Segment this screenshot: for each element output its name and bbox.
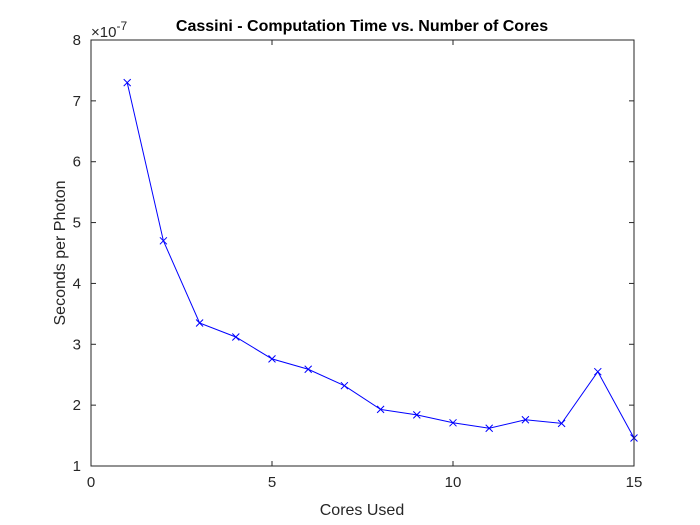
y-axis-label: Seconds per Photon bbox=[52, 181, 69, 326]
data-point-marker bbox=[123, 78, 132, 87]
y-axis-exponent: ×10-7 bbox=[91, 19, 127, 41]
data-point-marker bbox=[304, 365, 313, 374]
y-tick-label: 4 bbox=[73, 275, 81, 292]
data-point-marker bbox=[231, 333, 240, 341]
x-axis-ticks: 0 5 10 15 bbox=[87, 40, 643, 491]
y-exponent-base: ×10 bbox=[91, 24, 116, 41]
data-point-marker bbox=[593, 367, 602, 376]
axes-box bbox=[90, 39, 635, 467]
data-point-marker bbox=[412, 411, 421, 419]
y-exponent-power: -7 bbox=[116, 19, 127, 33]
y-tick-label: 7 bbox=[73, 93, 81, 110]
data-point-marker bbox=[521, 415, 530, 424]
data-point-marker bbox=[340, 381, 349, 390]
series-layer bbox=[123, 78, 638, 442]
y-tick-label: 3 bbox=[73, 336, 81, 353]
y-tick-label: 6 bbox=[73, 154, 81, 171]
plot-area bbox=[91, 40, 634, 466]
x-tick-label: 5 bbox=[268, 474, 276, 491]
chart-title: Cassini - Computation Time vs. Number of… bbox=[176, 18, 548, 35]
y-axis-ticks: 1 2 3 4 5 6 7 8 bbox=[73, 32, 634, 475]
x-tick-label: 0 bbox=[87, 474, 95, 491]
y-tick-label: 5 bbox=[73, 215, 81, 232]
x-axis-label: Cores Used bbox=[320, 502, 404, 519]
x-tick-label: 10 bbox=[445, 474, 462, 491]
y-tick-label: 1 bbox=[73, 458, 81, 475]
data-point-marker bbox=[195, 319, 204, 327]
data-point-marker bbox=[557, 419, 566, 428]
data-point-marker bbox=[376, 405, 385, 414]
axes-frame bbox=[90, 39, 635, 467]
y-tick-label: 8 bbox=[73, 32, 81, 49]
data-point-marker bbox=[159, 236, 168, 245]
x-tick-label: 15 bbox=[626, 474, 643, 491]
data-point-marker bbox=[485, 424, 494, 433]
y-tick-label: 2 bbox=[73, 397, 81, 414]
data-point-marker bbox=[268, 355, 276, 363]
data-point-marker bbox=[449, 418, 457, 427]
